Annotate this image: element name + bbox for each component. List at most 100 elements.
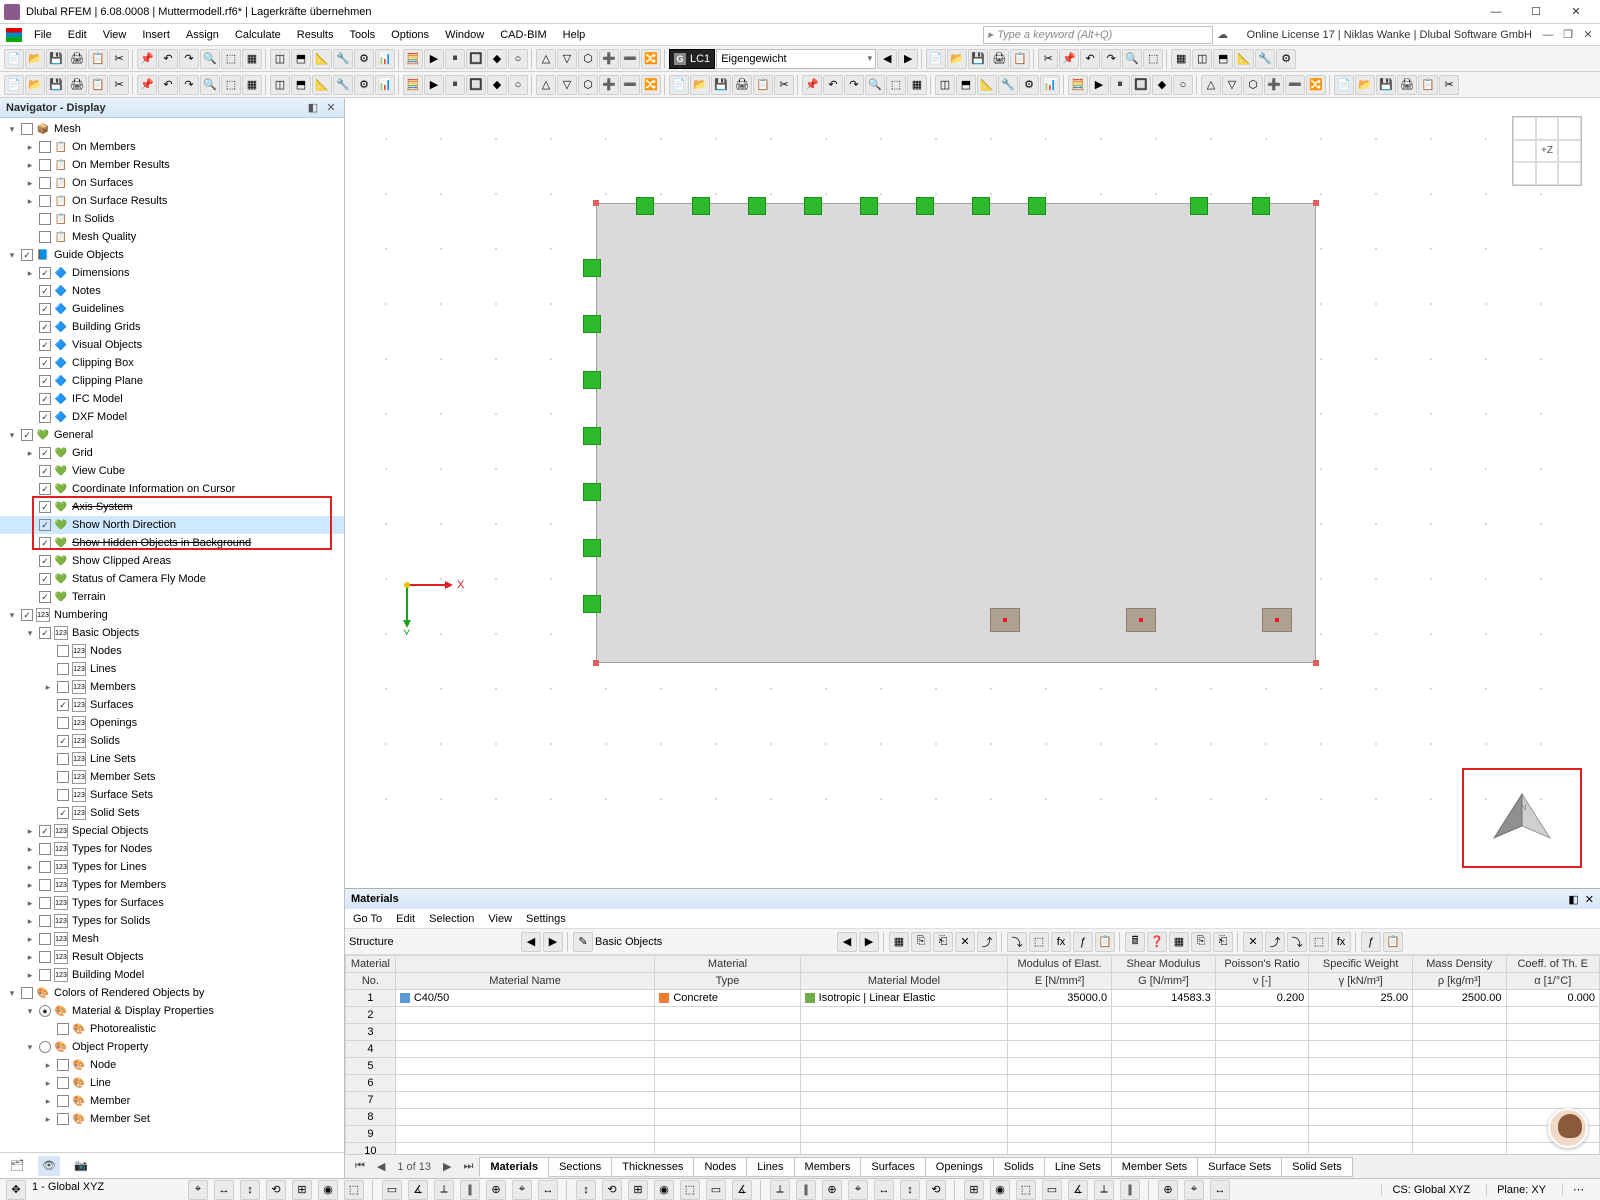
statusbar-button[interactable]: ⊞: [964, 1180, 984, 1200]
tree-item[interactable]: ▸📋On Members: [0, 138, 344, 156]
tree-checkbox[interactable]: [39, 339, 51, 351]
statusbar-button[interactable]: ⊕: [822, 1180, 842, 1200]
toolbar-button[interactable]: 📌: [137, 49, 157, 69]
tree-checkbox[interactable]: [39, 555, 51, 567]
model-canvas[interactable]: +Z X Y N: [345, 98, 1600, 888]
toolbar-button[interactable]: 🔲: [466, 49, 486, 69]
tree-item[interactable]: ▸123Types for Solids: [0, 912, 344, 930]
toolbar-button[interactable]: △: [536, 49, 556, 69]
support-node[interactable]: [748, 197, 766, 215]
toolbar-button[interactable]: 🧮: [403, 75, 423, 95]
view-cube[interactable]: +Z: [1512, 116, 1582, 186]
keyword-search[interactable]: ▸ Type a keyword (Alt+Q): [983, 26, 1213, 44]
tree-checkbox[interactable]: [39, 177, 51, 189]
materials-toolbar-button[interactable]: ▦: [1169, 932, 1189, 952]
table-row[interactable]: 3: [346, 1024, 1600, 1041]
tree-checkbox[interactable]: [39, 861, 51, 873]
statusbar-button[interactable]: ⌖: [848, 1180, 868, 1200]
tree-checkbox[interactable]: [39, 159, 51, 171]
toolbar-button[interactable]: ⚙: [1276, 49, 1296, 69]
toolbar-button[interactable]: 📂: [25, 49, 45, 69]
toolbar-button[interactable]: 💾: [711, 75, 731, 95]
tree-item[interactable]: 🔷DXF Model: [0, 408, 344, 426]
toolbar-button[interactable]: ◆: [487, 49, 507, 69]
tab-materials[interactable]: Materials: [479, 1157, 549, 1177]
tree-item[interactable]: ▾🎨Object Property: [0, 1038, 344, 1056]
menu-calculate[interactable]: Calculate: [227, 27, 289, 43]
nav-tab-data[interactable]: 🗂: [6, 1156, 28, 1176]
minimize-button[interactable]: —: [1476, 1, 1516, 23]
statusbar-button[interactable]: ⟂: [1094, 1180, 1114, 1200]
tree-checkbox[interactable]: [39, 951, 51, 963]
col pygame[interactable]: Modulus of Elast.: [1008, 956, 1112, 973]
nav-tab-display[interactable]: 👁: [38, 1156, 60, 1176]
menu-view[interactable]: View: [95, 27, 135, 43]
tree-item[interactable]: ▸123Types for Lines: [0, 858, 344, 876]
tree-checkbox[interactable]: [57, 753, 69, 765]
statusbar-button[interactable]: ∡: [408, 1180, 428, 1200]
col pygame[interactable]: Coeff. of Th. E: [1506, 956, 1600, 973]
materials-grid[interactable]: MaterialMaterialModulus of Elast.Shear M…: [345, 955, 1600, 1154]
toolbar-button[interactable]: ➕: [599, 75, 619, 95]
tree-checkbox[interactable]: [57, 663, 69, 675]
tree-item[interactable]: ▸123Result Objects: [0, 948, 344, 966]
tree-checkbox[interactable]: [39, 141, 51, 153]
statusbar-button[interactable]: ↕: [240, 1180, 260, 1200]
toolbar-button[interactable]: 🔧: [333, 49, 353, 69]
toolbar-button[interactable]: ➖: [620, 75, 640, 95]
materials-toolbar-button[interactable]: ⤵: [1007, 932, 1027, 952]
loadcase-combo[interactable]: Eigengewicht: [716, 49, 876, 69]
materials-toolbar-button[interactable]: ƒ: [1073, 932, 1093, 952]
tree-twisty[interactable]: ▸: [24, 448, 36, 459]
tree-item[interactable]: ▸💚Grid: [0, 444, 344, 462]
toolbar-button[interactable]: ➕: [1264, 75, 1284, 95]
menu-file[interactable]: File: [26, 27, 60, 43]
tree-checkbox[interactable]: [57, 645, 69, 657]
mtb-prev2[interactable]: ◀: [837, 932, 857, 952]
tree-twisty[interactable]: ▸: [24, 952, 36, 963]
toolbar-button[interactable]: 🖨: [989, 49, 1009, 69]
toolbar-button[interactable]: ↷: [179, 75, 199, 95]
support-node[interactable]: [692, 197, 710, 215]
tree-checkbox[interactable]: [39, 519, 51, 531]
col-header[interactable]: ν [-]: [1215, 973, 1308, 990]
materials-toolbar-button[interactable]: fx: [1051, 932, 1071, 952]
materials-toolbar-button[interactable]: ✕: [1243, 932, 1263, 952]
tree-checkbox[interactable]: [39, 501, 51, 513]
tab-surfaces[interactable]: Surfaces: [860, 1157, 925, 1177]
toolbar-button[interactable]: ⬡: [1243, 75, 1263, 95]
doc-close-button[interactable]: ✕: [1579, 26, 1597, 44]
toolbar-button[interactable]: ⚙: [354, 49, 374, 69]
tree-item[interactable]: ▸123Types for Surfaces: [0, 894, 344, 912]
menu-window[interactable]: Window: [437, 27, 492, 43]
col-header[interactable]: ρ [kg/m³]: [1413, 973, 1506, 990]
tree-item[interactable]: ▸123Mesh: [0, 930, 344, 948]
tree-checkbox[interactable]: [39, 591, 51, 603]
toolbar-button[interactable]: 🔀: [641, 75, 661, 95]
tree-item[interactable]: 💚Coordinate Information on Cursor: [0, 480, 344, 498]
tree-twisty[interactable]: ▾: [24, 1006, 36, 1017]
statusbar-button[interactable]: ∥: [796, 1180, 816, 1200]
statusbar-button[interactable]: ⊕: [1158, 1180, 1178, 1200]
mtb-wand-icon[interactable]: ✎: [573, 932, 593, 952]
toolbar-button[interactable]: 🔍: [200, 75, 220, 95]
toolbar-button[interactable]: 📊: [375, 75, 395, 95]
toolbar-button[interactable]: 📋: [753, 75, 773, 95]
toolbar-button[interactable]: 🖨: [732, 75, 752, 95]
toolbar-button[interactable]: 📄: [1334, 75, 1354, 95]
materials-menu-view[interactable]: View: [488, 913, 512, 925]
tree-item[interactable]: 🔷Visual Objects: [0, 336, 344, 354]
support-node[interactable]: [583, 539, 601, 557]
tree-item[interactable]: ▸123Building Model: [0, 966, 344, 984]
materials-toolbar-button[interactable]: ⎗: [933, 932, 953, 952]
toolbar-button[interactable]: ◆: [487, 75, 507, 95]
col-header[interactable]: No.: [346, 973, 396, 990]
tree-twisty[interactable]: ▸: [24, 826, 36, 837]
materials-toolbar-button[interactable]: 🖩: [1125, 932, 1145, 952]
toolbar-button[interactable]: 📂: [1355, 75, 1375, 95]
tree-checkbox[interactable]: [39, 321, 51, 333]
support-node[interactable]: [583, 315, 601, 333]
tree-item[interactable]: ▾123Numbering: [0, 606, 344, 624]
tree-twisty[interactable]: ▸: [24, 196, 36, 207]
lc-next-button[interactable]: ▶: [898, 49, 918, 69]
